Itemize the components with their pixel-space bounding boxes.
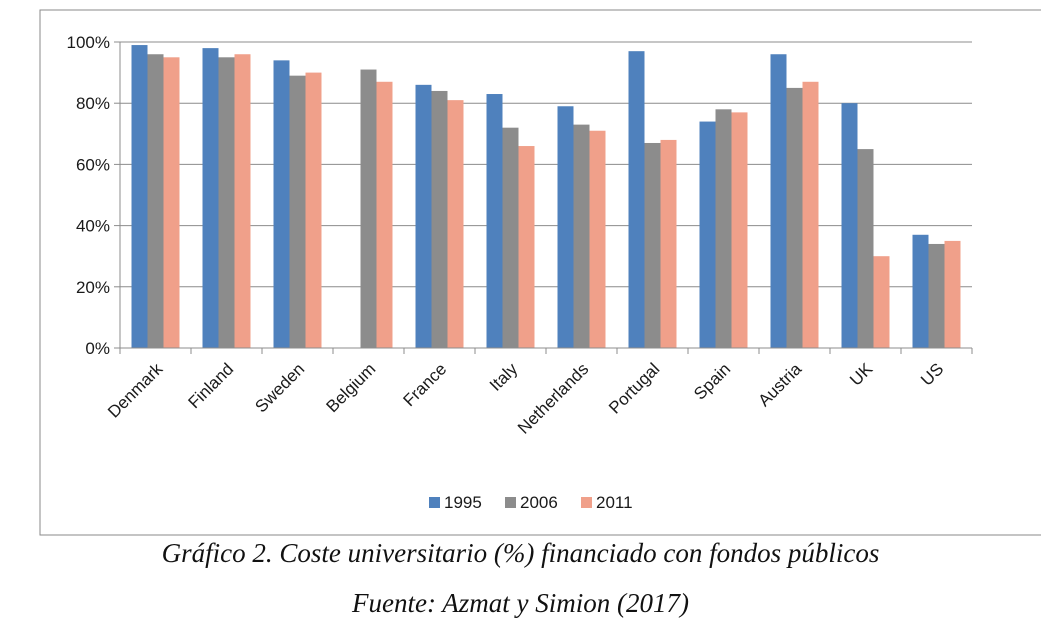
x-category-label: Denmark [104,359,167,422]
bar-1995-denmark [131,45,148,349]
y-tick-label: 80% [76,94,110,113]
bar-1995-us [912,234,929,348]
y-tick-label: 0% [85,339,110,358]
legend-swatch-2011 [581,497,592,508]
bar-1995-uk [841,103,858,348]
bar-2006-belgium [360,69,377,348]
bar-2006-finland [218,57,235,349]
bar-2006-portugal [644,142,661,348]
legend-label-2011: 2011 [596,493,633,512]
bar-2006-italy [502,127,519,349]
bar-2011-austria [802,81,819,348]
x-category-label: Austria [754,359,805,410]
bar-1995-austria [770,54,787,349]
bar-2011-us [944,240,961,348]
bar-1995-sweden [273,60,290,349]
bar-2006-sweden [289,75,306,348]
x-category-label: Italy [486,359,522,395]
bar-2006-austria [786,87,803,349]
x-category-label: Finland [184,359,237,412]
bar-2006-france [431,90,448,349]
legend-label-1995: 1995 [444,493,482,512]
bar-1995-finland [202,48,219,349]
bar-2011-france [447,100,464,348]
axes [119,42,973,354]
bar-1995-portugal [628,51,645,349]
bar-2006-uk [857,149,874,348]
bar-1995-netherlands [557,106,574,348]
x-category-label: US [917,359,947,389]
x-category-label: Spain [690,359,734,403]
bar-chart: 0% 20% 40% 60% 80% 100% Denmark Finland Sweden B… [39,9,1041,536]
legend-swatch-2006 [505,497,516,508]
figure-source: Fuente: Azmat y Simion (2017) [352,588,689,618]
category-labels: Denmark Finland Sweden Belgium France ItalyNe… [104,359,947,438]
legend-swatch-1995 [429,497,440,508]
bar-2011-denmark [163,57,180,349]
bar-2011-italy [518,146,535,348]
bar-2006-spain [715,109,732,348]
bar-2006-denmark [147,54,164,349]
x-category-label: UK [846,359,877,390]
figure-caption: Gráfico 2. Coste universitario (%) finan… [161,538,880,568]
bar-2006-netherlands [573,124,590,349]
bar-1995-spain [699,121,716,348]
y-tick-label: 40% [76,217,110,236]
bar-1995-italy [486,94,503,349]
y-tick-label: 20% [76,278,110,297]
x-category-label: Portugal [605,359,663,417]
legend-label-2006: 2006 [520,493,558,512]
bar-1995-france [415,84,432,348]
bar-2011-portugal [660,139,677,348]
bar-2011-spain [731,112,748,348]
bar-2011-uk [873,256,890,348]
x-category-label: Sweden [251,359,308,416]
y-tick-label: 60% [76,155,110,174]
chart-border [39,9,1041,536]
y-axis-ticks: 0% 20% 40% 60% 80% 100% [67,33,120,358]
bars [131,45,961,349]
x-category-label: France [399,359,450,410]
bar-2011-finland [234,54,251,349]
x-category-label: Netherlands [514,359,592,437]
legend: 1995 2006 2011 [429,493,633,512]
bar-2006-us [928,243,945,348]
x-category-label: Belgium [322,359,379,416]
bar-2011-sweden [305,72,322,348]
bar-2011-belgium [376,81,393,348]
gridlines [120,41,972,288]
y-tick-label: 100% [67,33,110,52]
bar-2011-netherlands [589,130,606,348]
